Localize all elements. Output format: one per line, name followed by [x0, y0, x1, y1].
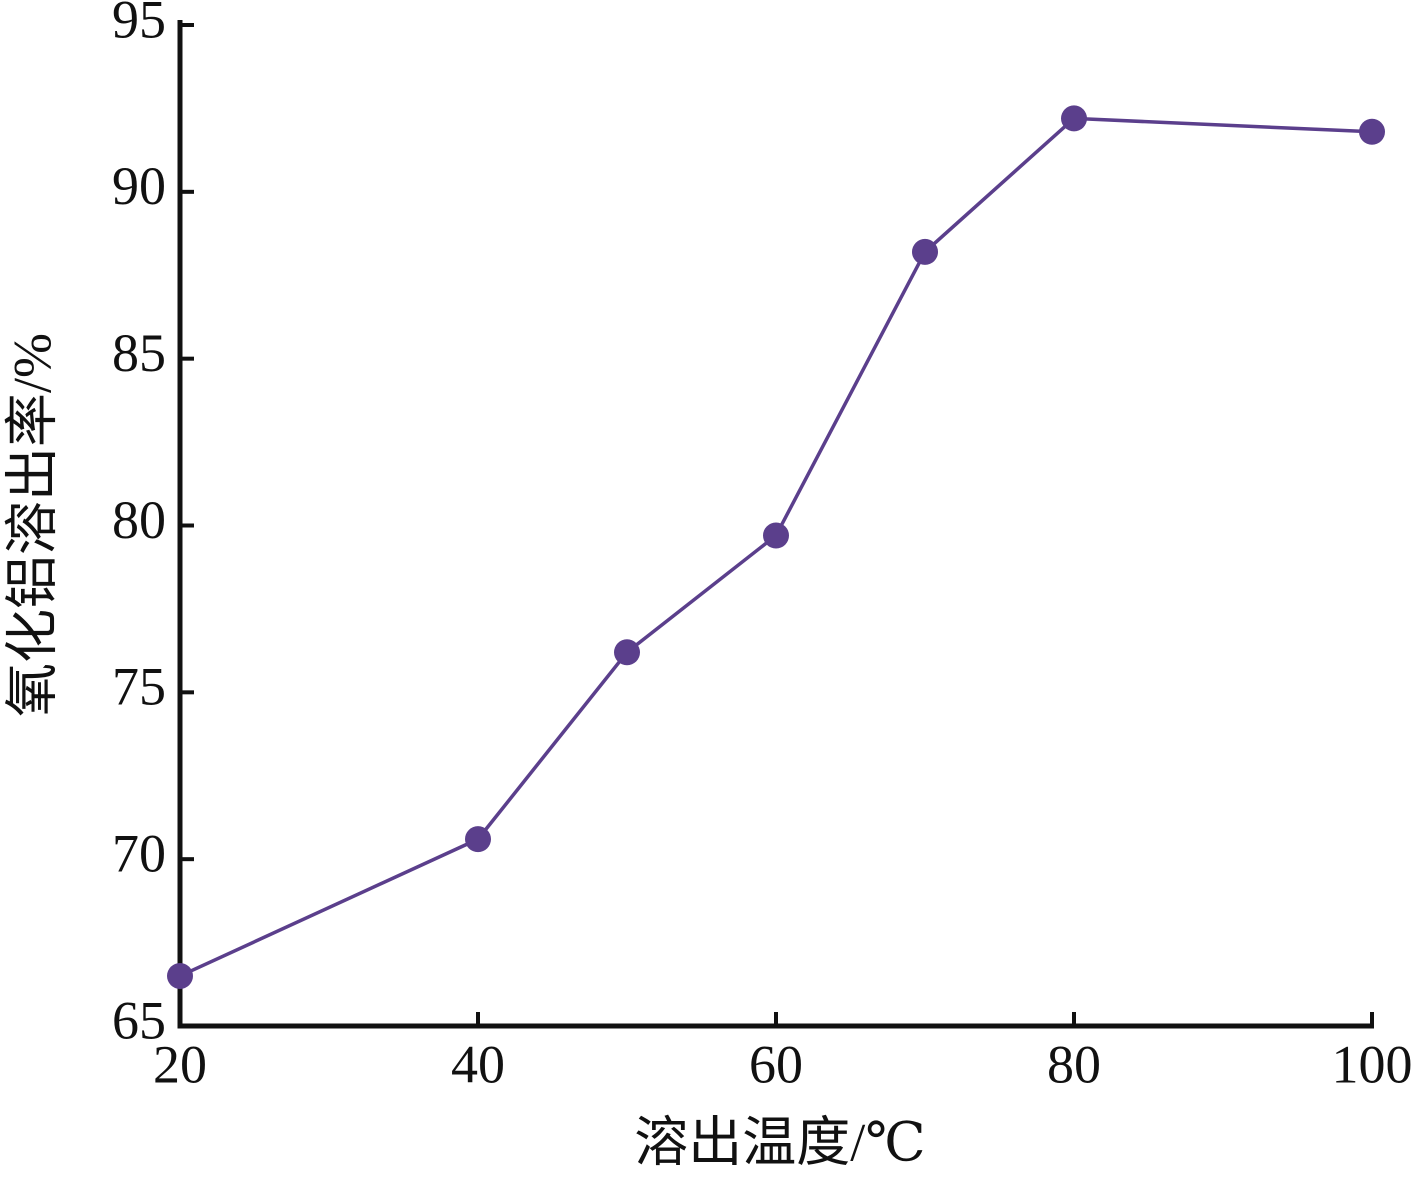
y-tick-label: 85	[112, 323, 166, 383]
data-point	[1061, 105, 1087, 132]
data-point	[614, 639, 640, 666]
x-tick-label: 60	[749, 1034, 803, 1094]
y-tick-label: 70	[112, 824, 166, 884]
data-point	[1359, 118, 1385, 145]
y-tick-label: 80	[112, 490, 166, 550]
data-point	[763, 522, 789, 549]
x-tick-label: 20	[153, 1034, 207, 1094]
x-tick-label: 40	[451, 1034, 505, 1094]
x-tick-label: 100	[1332, 1034, 1413, 1094]
data-point	[465, 826, 491, 853]
y-tick-label: 95	[112, 0, 166, 49]
data-point	[167, 962, 193, 989]
y-tick-label: 65	[112, 990, 166, 1050]
x-axis-label: 溶出温度/℃	[634, 1112, 925, 1172]
data-point	[912, 238, 938, 265]
y-axis-label: 氧化铝溶出率/%	[2, 333, 62, 717]
x-tick-label: 80	[1047, 1034, 1101, 1094]
y-tick-label: 75	[112, 657, 166, 717]
y-tick-label: 90	[112, 156, 166, 216]
